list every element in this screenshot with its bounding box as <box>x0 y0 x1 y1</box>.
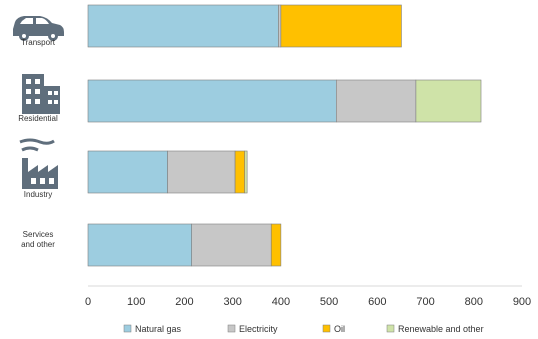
category-label-3: Services and other <box>21 230 55 249</box>
x-tick-label-0: 0 <box>85 296 91 308</box>
bar-segment-0-1 <box>278 4 282 48</box>
bar-segment-0-2 <box>280 4 402 48</box>
x-tick-label-9: 900 <box>513 296 531 308</box>
bar-segment-2-3 <box>244 150 248 194</box>
bar-segment-2-2 <box>234 150 246 194</box>
x-tick-label-1: 100 <box>127 296 145 308</box>
bar-segment-2-1 <box>167 150 236 194</box>
legend-label-1: Electricity <box>239 324 278 334</box>
x-tick-label-7: 700 <box>416 296 434 308</box>
bar-segment-1-0 <box>87 79 337 123</box>
legend-label-3: Renewable and other <box>398 324 484 334</box>
x-tick-label-4: 400 <box>272 296 290 308</box>
legend-label-0: Natural gas <box>135 324 182 334</box>
car-icon <box>13 16 64 41</box>
building-icon <box>22 74 60 114</box>
category-label-1: Residential <box>18 114 58 123</box>
legend-swatch-2 <box>322 324 331 333</box>
bar-segment-2-0 <box>87 150 168 194</box>
legend-swatch-1 <box>227 324 236 333</box>
x-tick-label-2: 200 <box>175 296 193 308</box>
x-tick-label-5: 500 <box>320 296 338 308</box>
bar-segment-1-1 <box>336 79 417 123</box>
legend-swatch-0 <box>123 324 132 333</box>
x-tick-label-6: 600 <box>368 296 386 308</box>
bar-segment-1-3 <box>415 79 482 123</box>
bar-segment-3-1 <box>191 223 272 267</box>
legend-swatch-3 <box>386 324 395 333</box>
x-tick-label-8: 800 <box>465 296 483 308</box>
legend-label-2: Oil <box>334 324 345 334</box>
bar-segment-0-0 <box>87 4 279 48</box>
category-label-2: Industry <box>24 190 52 199</box>
factory-icon <box>19 138 58 189</box>
bar-segment-3-2 <box>270 223 282 267</box>
category-label-0: Transport <box>21 38 56 47</box>
x-tick-label-3: 300 <box>223 296 241 308</box>
bar-segment-3-0 <box>87 223 192 267</box>
